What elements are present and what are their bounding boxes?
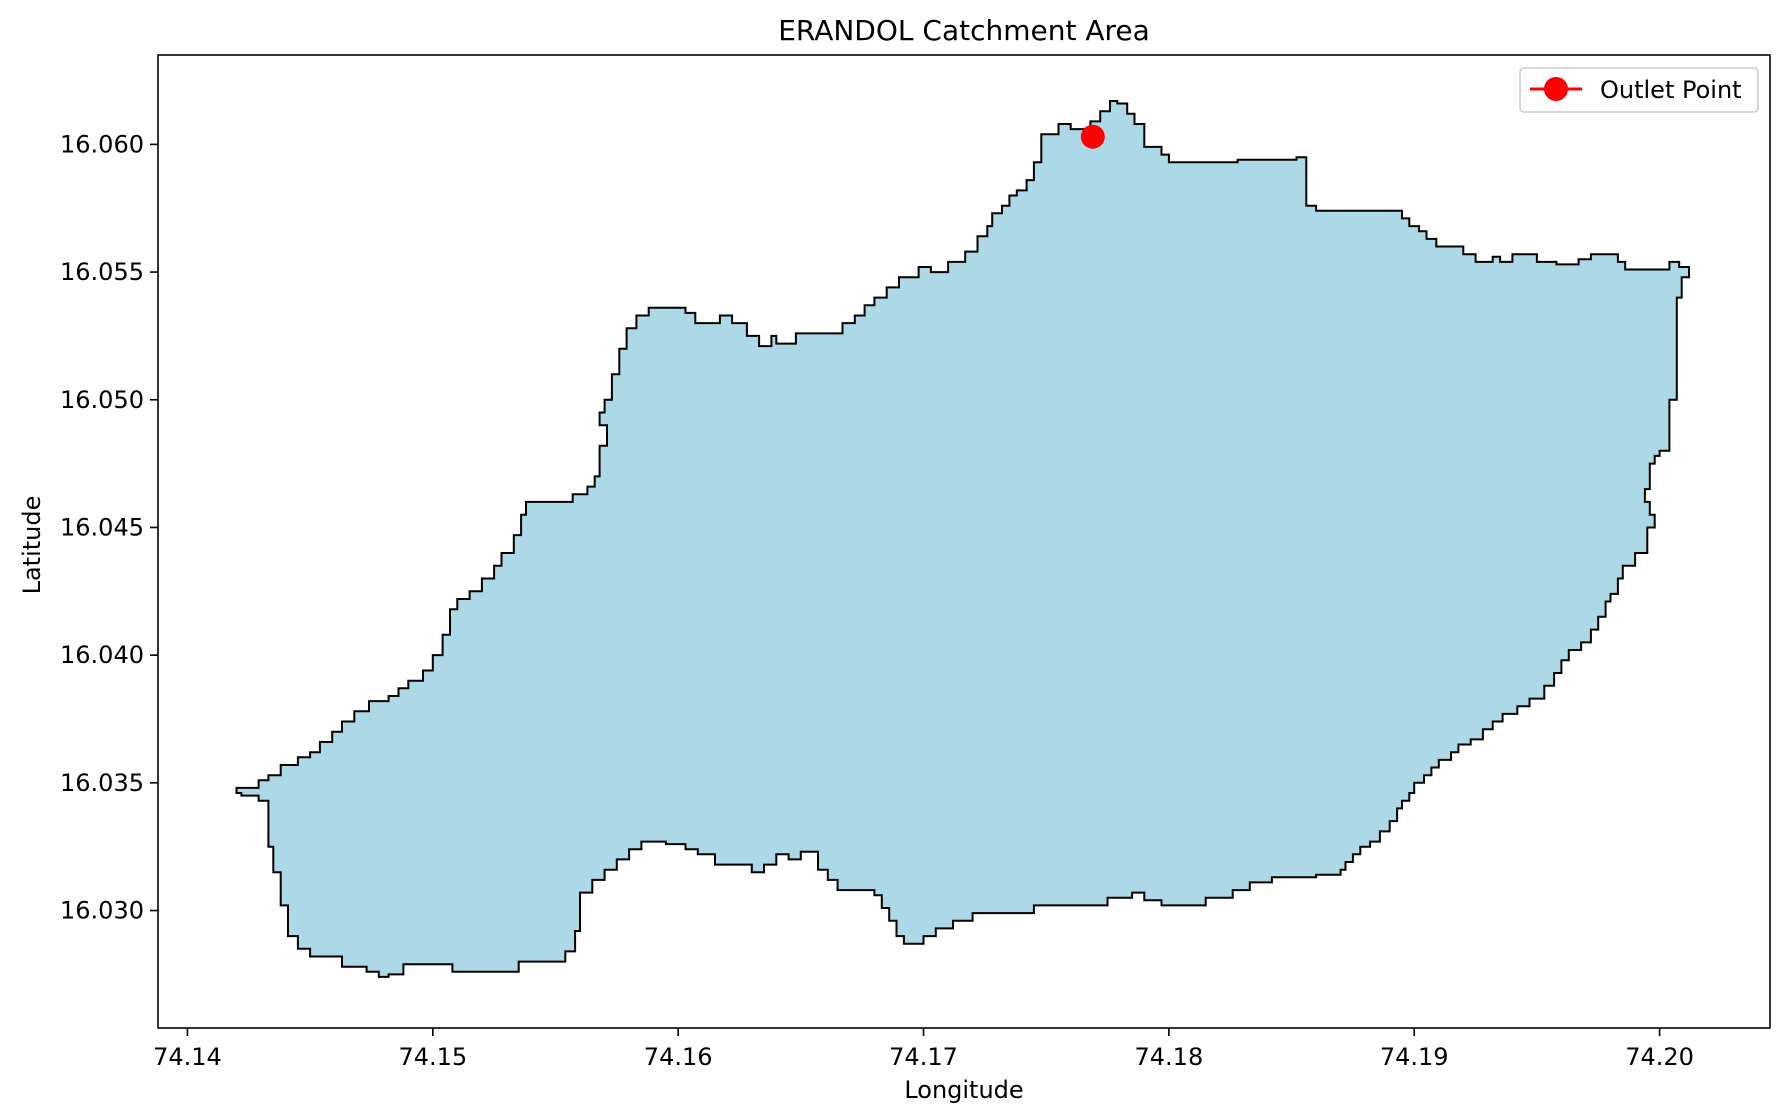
y-tick-label: 16.060 xyxy=(60,130,144,158)
x-tick-label: 74.15 xyxy=(398,1043,467,1071)
legend-entry-outlet-point: Outlet Point xyxy=(1600,76,1742,104)
y-tick-label: 16.045 xyxy=(60,513,144,541)
y-tick-label: 16.030 xyxy=(60,897,144,925)
x-axis-label: Longitude xyxy=(904,1076,1023,1104)
y-tick-label: 16.050 xyxy=(60,386,144,414)
y-axis-ticks: 16.030 16.035 16.040 16.045 16.050 16.055 16.0… xyxy=(60,130,158,925)
outlet-point-marker xyxy=(1080,124,1105,149)
y-tick-label: 16.040 xyxy=(60,641,144,669)
axes-frame xyxy=(157,54,1771,1029)
x-tick-label: 74.20 xyxy=(1625,1043,1694,1071)
x-tick-label: 74.14 xyxy=(153,1043,222,1071)
plot-layer xyxy=(235,100,1690,978)
chart-title: ERANDOL Catchment Area xyxy=(778,14,1150,47)
legend-box xyxy=(1519,67,1759,113)
legend-marker-swatch xyxy=(1544,77,1568,101)
y-tick-label: 16.055 xyxy=(60,258,144,286)
x-tick-label: 74.17 xyxy=(889,1043,958,1071)
x-tick-label: 74.19 xyxy=(1380,1043,1449,1071)
legend: Outlet Point xyxy=(1519,67,1759,113)
x-tick-label: 74.16 xyxy=(644,1043,713,1071)
x-axis-ticks: 74.14 74.15 74.16 74.17 74.18 74.19 74.20 xyxy=(153,1028,1694,1071)
y-axis-label: Latitude xyxy=(18,496,46,595)
x-tick-label: 74.18 xyxy=(1135,1043,1204,1071)
catchment-polygon xyxy=(235,100,1690,978)
y-tick-label: 16.035 xyxy=(60,769,144,797)
